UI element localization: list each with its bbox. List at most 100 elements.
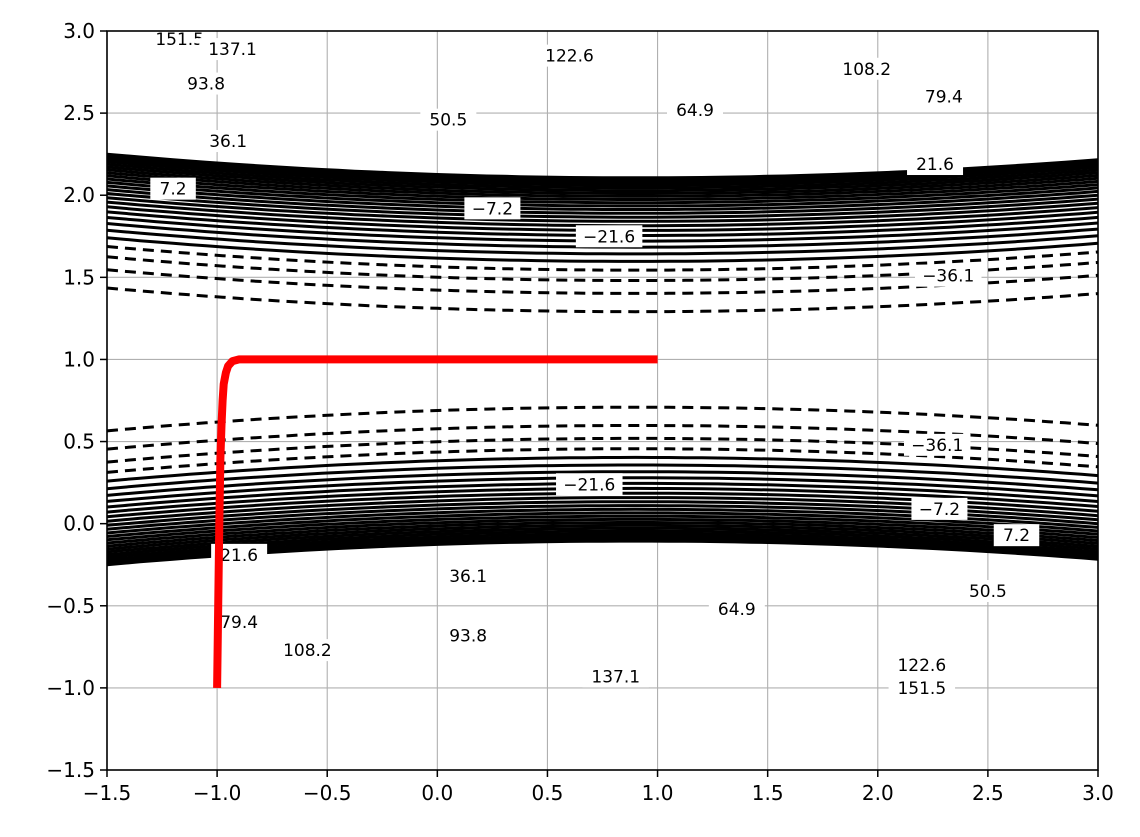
contour-label-background <box>178 72 235 95</box>
contour-label-background <box>666 98 723 121</box>
contour-line <box>106 160 1099 187</box>
x-tick-label: 3.0 <box>1082 781 1114 805</box>
contour-label: 93.8 <box>187 75 225 95</box>
contour-label: 137.1 <box>208 40 257 60</box>
contour-label-background <box>211 611 268 634</box>
contour-label: 122.6 <box>545 47 594 67</box>
contour-labels: 151.5 137.1 122.6108.293.879.464.950.536.1… <box>146 28 1040 699</box>
x-tick-label: −0.5 <box>303 781 352 805</box>
contour-line <box>106 196 1099 223</box>
contour-label-background <box>199 38 266 61</box>
contour-label: 151.5 <box>155 30 204 50</box>
contour-label-background <box>420 108 477 131</box>
contour-line <box>106 424 1099 451</box>
contour-line <box>106 463 1099 491</box>
contour-label: 151.5 <box>897 679 946 699</box>
x-tick-label: −1.0 <box>193 781 242 805</box>
contour-line <box>106 180 1099 208</box>
contour-line <box>106 537 1099 564</box>
contour-label-background <box>914 264 982 287</box>
contour-label-background <box>200 130 257 153</box>
contour-label-background <box>464 197 521 220</box>
y-tick-label: 3.0 <box>63 19 95 43</box>
contour-label-background <box>888 653 956 676</box>
contour-line <box>106 521 1099 548</box>
y-tick-label: −0.5 <box>46 594 95 618</box>
contour-line <box>106 165 1099 193</box>
data-series <box>213 355 658 688</box>
contour-label: −21.6 <box>583 227 635 247</box>
y-tick-label: 2.0 <box>63 183 95 207</box>
x-tick-label: 1.5 <box>752 781 784 805</box>
contour-label: 50.5 <box>969 582 1007 602</box>
x-tick-label: 2.5 <box>972 781 1004 805</box>
contour-label-background <box>708 598 765 621</box>
y-tick-label: −1.0 <box>46 676 95 700</box>
contour-label-background <box>575 225 643 248</box>
contour-label-background <box>959 579 1016 602</box>
contour-label: 50.5 <box>429 111 467 131</box>
contour-label-background <box>888 676 956 699</box>
contour-label-background <box>150 177 196 200</box>
x-axis: −1.5 −1.0 −0.5 0.0 0.5 1.0 1.5 2.0 2.5 3.0 <box>83 770 1114 805</box>
contour-label-background <box>915 85 972 108</box>
y-tick-label: 0.0 <box>63 512 95 536</box>
contour-label: −21.6 <box>563 475 615 495</box>
contour-line <box>106 436 1099 464</box>
contour-line <box>106 192 1099 219</box>
trajectory-line <box>213 355 658 688</box>
contour-line <box>106 511 1099 538</box>
x-tick-label: 0.0 <box>421 781 453 805</box>
contour-line <box>106 245 1099 272</box>
contour-line <box>106 174 1099 201</box>
x-tick-label: 1.0 <box>642 781 674 805</box>
contour-line <box>106 526 1099 554</box>
x-tick-label: 2.0 <box>862 781 894 805</box>
contour-label: 79.4 <box>925 88 963 108</box>
contour-line <box>106 236 1099 263</box>
contour-label: 93.8 <box>449 626 487 646</box>
contour-label-background <box>911 497 968 520</box>
contour-line <box>106 517 1099 545</box>
contour-label-background <box>993 524 1040 547</box>
contour-line <box>106 514 1099 542</box>
contour-label: −36.1 <box>911 436 963 456</box>
contour-label: −7.2 <box>472 199 513 219</box>
contour-line <box>106 255 1099 282</box>
contour-label: 137.1 <box>591 667 640 687</box>
contour-line <box>106 286 1099 314</box>
contour-label: −36.1 <box>922 267 974 287</box>
contour-line <box>106 529 1099 557</box>
contour-label: 36.1 <box>449 567 487 587</box>
contour-label-background <box>211 543 268 566</box>
contour-label: 7.2 <box>160 180 187 200</box>
contour-line <box>106 455 1099 483</box>
contour-line <box>106 162 1099 190</box>
x-tick-label: 0.5 <box>532 781 564 805</box>
contour-label: −7.2 <box>919 500 960 520</box>
contour-label-background <box>582 665 649 688</box>
contour-label-background <box>146 28 213 51</box>
y-tick-label: 0.5 <box>63 430 95 454</box>
contour-line <box>106 534 1099 562</box>
x-tick-label: −1.5 <box>83 781 132 805</box>
contour-line <box>106 157 1099 185</box>
contour-label: 64.9 <box>718 600 756 620</box>
contour-line <box>106 405 1099 433</box>
contour-label: 108.2 <box>842 60 891 80</box>
contour-label-background <box>907 153 964 176</box>
y-tick-label: 1.0 <box>63 347 95 371</box>
contour-line <box>106 168 1099 195</box>
contour-line <box>106 177 1099 205</box>
contour-label-background <box>440 624 497 647</box>
contour-line <box>106 188 1099 215</box>
contour-line <box>106 228 1099 256</box>
contour-label-background <box>536 44 603 67</box>
contour-label: 79.4 <box>220 613 258 633</box>
contour-label-background <box>903 433 971 456</box>
contour-label-background <box>440 565 497 588</box>
contour-label-background <box>833 57 901 80</box>
contour-label: 108.2 <box>283 641 332 661</box>
